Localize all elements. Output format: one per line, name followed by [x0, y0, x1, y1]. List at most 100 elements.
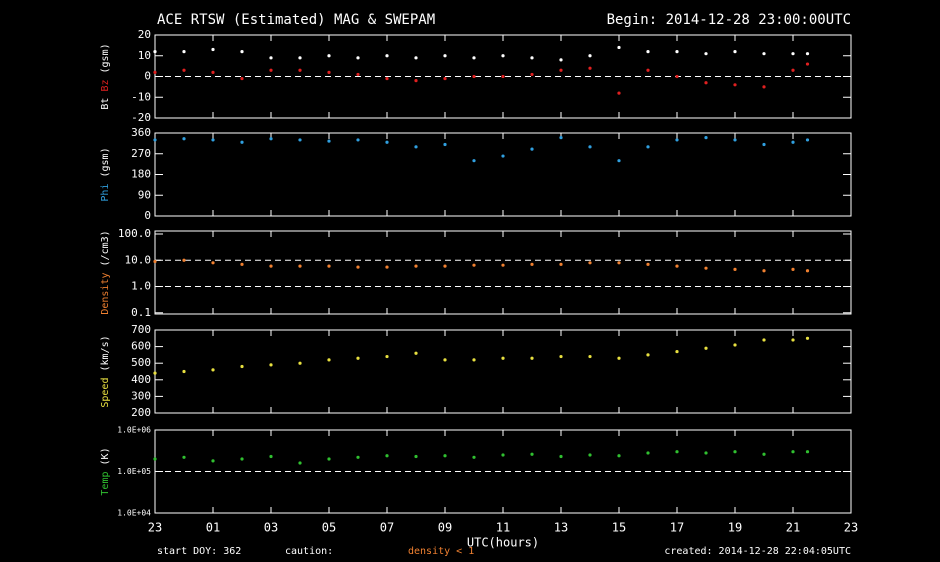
- y-tick-label: -20: [131, 111, 151, 124]
- density-note: density < 1: [408, 546, 474, 557]
- created-time: created: 2014-12-28 22:04:05UTC: [664, 546, 851, 557]
- data-point: [153, 70, 157, 74]
- data-point: [269, 137, 273, 141]
- data-point: [617, 356, 621, 360]
- data-point: [501, 74, 505, 79]
- data-point: [327, 54, 331, 58]
- data-point: [704, 451, 708, 455]
- x-tick-label: 13: [554, 521, 568, 535]
- data-point: [153, 457, 157, 461]
- data-point: [501, 263, 505, 267]
- data-point: [559, 354, 563, 359]
- data-point: [791, 140, 795, 144]
- data-point: [675, 264, 679, 268]
- data-point: [733, 83, 737, 87]
- data-point: [588, 453, 592, 457]
- data-point: [472, 74, 476, 79]
- data-point: [414, 145, 418, 149]
- data-point: [385, 140, 389, 144]
- x-tick-label: 19: [728, 521, 742, 535]
- data-point: [762, 85, 766, 89]
- data-point: [414, 351, 418, 355]
- y-tick-label: 0.1: [131, 306, 151, 319]
- data-point: [414, 264, 418, 268]
- y-tick-label: 600: [131, 340, 151, 353]
- data-point: [153, 138, 157, 142]
- data-point: [646, 68, 650, 72]
- data-point: [791, 267, 795, 271]
- data-point: [443, 358, 447, 362]
- data-point: [240, 50, 244, 54]
- y-tick-label: 1.0E+04: [117, 509, 151, 518]
- data-point: [762, 452, 766, 456]
- y-tick-label: 360: [131, 126, 151, 139]
- y-tick-label: 1.0: [131, 280, 151, 293]
- data-point: [356, 56, 360, 60]
- data-point: [211, 368, 215, 372]
- data-point: [472, 159, 476, 163]
- data-point: [733, 343, 737, 347]
- y-tick-label: 700: [131, 323, 151, 336]
- data-point: [675, 74, 679, 79]
- begin-time: Begin: 2014-12-28 23:00:00UTC: [607, 12, 851, 28]
- y-axis-label: Temp (K): [100, 447, 111, 495]
- data-point: [211, 459, 215, 463]
- data-point: [617, 45, 621, 50]
- data-point: [704, 52, 708, 56]
- data-point: [472, 358, 476, 362]
- x-tick-label: 11: [496, 521, 510, 535]
- y-tick-label: 200: [131, 406, 151, 419]
- data-point: [298, 361, 302, 365]
- y-axis-label-unit: (K): [100, 447, 111, 465]
- y-axis-label: Density (/cm3): [100, 230, 111, 314]
- data-point: [385, 265, 389, 269]
- data-point: [240, 140, 244, 144]
- data-point: [646, 145, 650, 149]
- y-tick-label: 400: [131, 373, 151, 386]
- data-point: [385, 354, 389, 359]
- data-point: [733, 267, 737, 271]
- data-point: [617, 159, 621, 163]
- x-tick-label: 15: [612, 521, 626, 535]
- y-axis-label-series: Temp: [100, 472, 111, 496]
- y-axis-label-series: Bt: [100, 98, 111, 110]
- data-point: [356, 138, 360, 142]
- data-point: [704, 266, 708, 270]
- data-point: [298, 68, 302, 72]
- y-axis-label-unit: (km/s): [100, 335, 111, 371]
- data-point: [646, 353, 650, 357]
- x-tick-label: 09: [438, 521, 452, 535]
- data-point: [675, 50, 679, 54]
- caution: caution:: [285, 546, 333, 557]
- data-point: [182, 455, 186, 459]
- data-point: [298, 138, 302, 142]
- data-point: [762, 142, 766, 147]
- data-point: [762, 338, 766, 342]
- data-point: [559, 454, 563, 459]
- data-point: [356, 72, 360, 77]
- data-point: [153, 259, 157, 264]
- data-point: [733, 450, 737, 454]
- data-point: [805, 336, 810, 340]
- data-point: [182, 68, 186, 72]
- data-point: [443, 76, 447, 81]
- data-point: [704, 136, 708, 140]
- data-point: [443, 142, 447, 147]
- data-point: [211, 47, 215, 52]
- data-point: [211, 138, 215, 142]
- data-point: [617, 454, 621, 458]
- data-point: [327, 358, 331, 362]
- data-point: [530, 56, 534, 60]
- data-point: [327, 70, 331, 74]
- x-tick-label: 07: [380, 521, 394, 535]
- data-point: [211, 70, 215, 74]
- data-point: [385, 76, 389, 81]
- data-point: [298, 264, 302, 268]
- data-point: [805, 138, 810, 142]
- data-point: [733, 138, 737, 142]
- data-point: [791, 52, 795, 56]
- data-point: [472, 455, 476, 459]
- data-point: [443, 454, 447, 458]
- data-point: [675, 138, 679, 142]
